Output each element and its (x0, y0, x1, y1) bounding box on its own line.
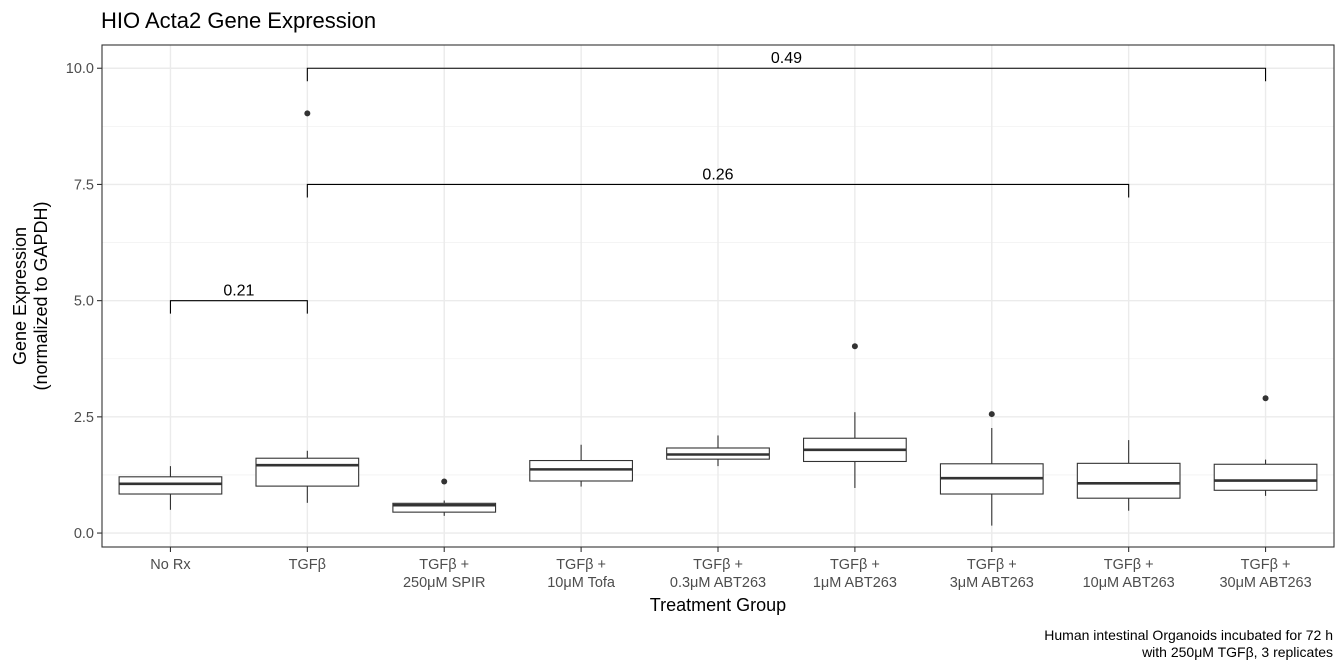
chart-title: HIO Acta2 Gene Expression (101, 8, 376, 33)
bracket-line (306, 67, 1267, 82)
box-1 (118, 466, 223, 510)
significance-brackets: 0.21 0.26 0.49 (169, 50, 1267, 314)
y-tick-label: 0.0 (74, 526, 94, 542)
bracket-1: 0.21 (169, 283, 308, 314)
p-value-label: 0.21 (223, 283, 254, 300)
p-value-label: 0.26 (702, 166, 733, 183)
x-tick-label: TGFβ +1μM ABT263 (813, 557, 897, 591)
box-3 (392, 500, 497, 516)
p-value-label: 0.49 (771, 50, 802, 67)
y-tick-label: 10.0 (66, 61, 94, 77)
x-tick-label: TGFβ +10μM Tofa (547, 557, 616, 591)
outliers-layer (304, 110, 1269, 485)
box-iqr (118, 476, 223, 495)
caption: Human intestinal Organoids incubated for… (1044, 627, 1333, 660)
box-iqr (392, 502, 497, 513)
x-tick-label: TGFβ +30μM ABT263 (1219, 557, 1311, 591)
x-tick-label: TGFβ (289, 557, 326, 573)
bracket-3: 0.49 (306, 50, 1267, 82)
box-iqr (529, 459, 633, 482)
box-9 (1213, 459, 1318, 496)
bracket-2: 0.26 (306, 166, 1130, 198)
bracket-line (306, 183, 1130, 198)
y-axis-title: Gene Expression(normalized to GAPDH) (10, 201, 51, 390)
outlier-point (851, 343, 858, 350)
outlier-point (304, 110, 311, 117)
box-7 (939, 428, 1044, 526)
x-tick-label: TGFβ +3μM ABT263 (950, 557, 1034, 591)
box-2 (255, 450, 360, 503)
x-tick-label: TGFβ +10μM ABT263 (1083, 557, 1175, 591)
x-tick-label: TGFβ +250μM SPIR (403, 557, 486, 591)
bracket-line (169, 300, 308, 314)
y-tick-label: 2.5 (74, 410, 94, 426)
box-4 (529, 444, 633, 487)
box-6 (803, 412, 907, 488)
y-tick-label: 7.5 (74, 177, 94, 193)
box-iqr (1076, 462, 1181, 499)
outlier-point (441, 478, 448, 485)
x-axis-ticks: No Rx TGFβ TGFβ +250μM SPIR TGFβ +10μM Tofa… (150, 547, 1312, 591)
y-axis-ticks: 0.0 2.5 5.0 7.5 10.0 (66, 61, 102, 542)
box-8 (1076, 440, 1181, 511)
x-tick-label: TGFβ +0.3μM ABT263 (670, 557, 766, 591)
y-tick-label: 5.0 (74, 294, 94, 310)
x-tick-label: No Rx (150, 557, 191, 573)
box-iqr (1213, 463, 1318, 491)
boxes-layer (118, 412, 1318, 526)
box-iqr (255, 457, 360, 487)
box-5 (666, 435, 770, 467)
x-axis-title: Treatment Group (650, 595, 786, 615)
outlier-point (988, 411, 995, 418)
outlier-point (1262, 395, 1269, 402)
